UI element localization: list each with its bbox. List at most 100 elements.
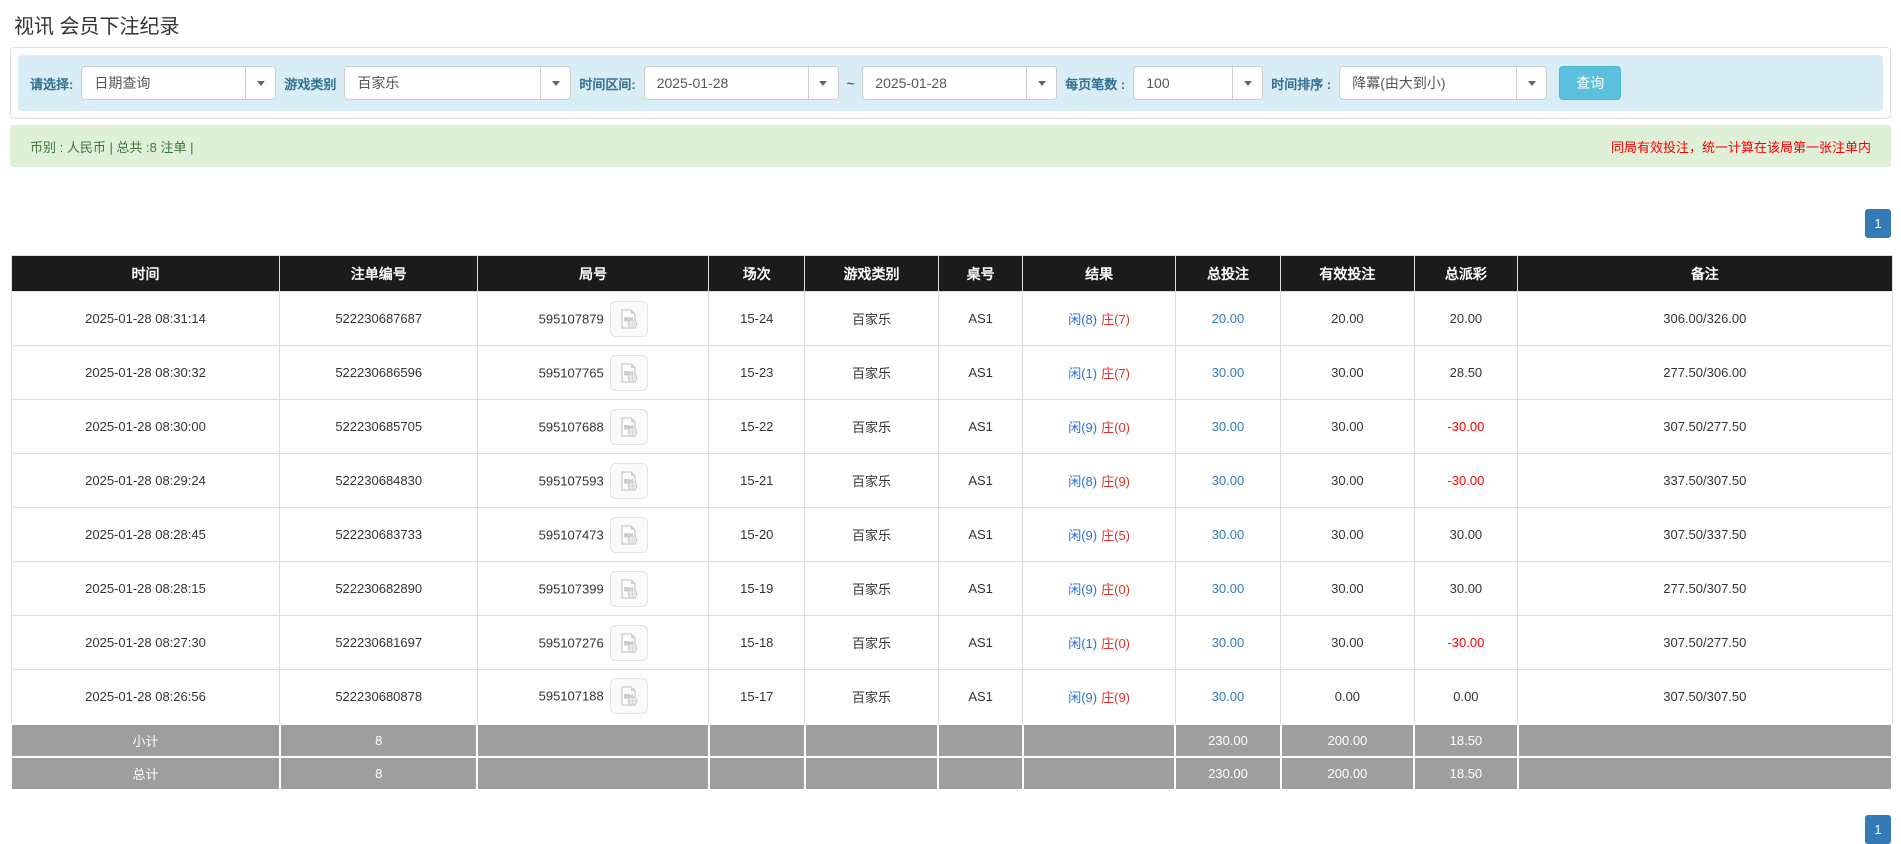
- total-bet-link[interactable]: 30.00: [1211, 635, 1245, 650]
- search-button[interactable]: 查询: [1559, 66, 1622, 100]
- video-playback-button[interactable]: [609, 408, 648, 445]
- cell-payout: 20.00: [1413, 291, 1519, 346]
- column-header-7: 总投注: [1174, 255, 1282, 292]
- video-record-icon: [621, 362, 637, 383]
- round-number: 595107188: [538, 688, 604, 704]
- total-empty-cell: [476, 755, 710, 791]
- cell-round-id: 595107188: [476, 669, 710, 724]
- cell-game-type: 百家乐: [804, 615, 939, 670]
- subtotal-empty-cell: [1021, 722, 1177, 758]
- round-number: 595107879: [538, 311, 604, 326]
- cell-total-bet: 20.00: [1174, 291, 1282, 346]
- video-record-icon: [621, 686, 637, 707]
- player-result: 闲(9): [1068, 689, 1098, 705]
- cell-round-id: 595107276: [476, 615, 710, 670]
- page-size-value: 100: [1146, 75, 1170, 91]
- cell-time: 2025-01-28 08:28:15: [10, 561, 281, 616]
- cell-result: 闲(1) 庄(7): [1022, 345, 1176, 400]
- cell-session: 15-19: [708, 561, 806, 616]
- cell-valid-bet: 30.00: [1280, 345, 1415, 400]
- cell-bet-id: 522230686596: [279, 345, 478, 400]
- video-record-icon: [621, 308, 637, 329]
- cell-result: 闲(9) 庄(9): [1022, 669, 1176, 724]
- video-playback-button[interactable]: [609, 354, 648, 391]
- page-title: 视讯 会员下注纪录: [14, 16, 180, 38]
- video-playback-button[interactable]: [609, 570, 648, 607]
- date-to-value: 2025-01-28: [875, 75, 947, 91]
- table-row: 2025-01-28 08:26:56 522230680878 5951071…: [10, 669, 1893, 724]
- chevron-down-icon[interactable]: [807, 67, 838, 99]
- chevron-down-icon[interactable]: [245, 67, 276, 99]
- grand-total-row: 总计 8 230.00 200.00 18.50: [10, 755, 1894, 791]
- currency-summary-text: 币别 : 人民币 | 总共 :8 注单 |: [30, 139, 194, 155]
- total-count: 8: [278, 755, 479, 791]
- cell-result: 闲(9) 庄(5): [1022, 507, 1176, 562]
- video-playback-button[interactable]: [609, 300, 648, 337]
- subtotal-empty-cell: [1516, 722, 1894, 758]
- date-to-select[interactable]: 2025-01-28: [862, 66, 1058, 100]
- total-total-bet: 230.00: [1174, 755, 1282, 791]
- cell-time: 2025-01-28 08:28:45: [10, 507, 281, 562]
- cell-payout: -30.00: [1413, 453, 1519, 508]
- cell-game-type: 百家乐: [804, 561, 939, 616]
- cell-time: 2025-01-28 08:31:14: [10, 291, 281, 346]
- total-bet-link[interactable]: 30.00: [1211, 688, 1245, 704]
- total-bet-link[interactable]: 30.00: [1211, 527, 1245, 542]
- cell-table-no: AS1: [937, 669, 1024, 724]
- cell-result: 闲(1) 庄(0): [1022, 615, 1176, 670]
- cell-game-type: 百家乐: [804, 669, 939, 724]
- chevron-down-icon[interactable]: [540, 67, 571, 99]
- chevron-down-icon[interactable]: [1026, 67, 1057, 99]
- page-1-button[interactable]: 1: [1865, 209, 1891, 238]
- banker-result: 庄(0): [1101, 636, 1130, 651]
- column-header-2: 局号: [476, 255, 710, 292]
- video-playback-button[interactable]: [609, 678, 648, 715]
- video-playback-button[interactable]: [609, 624, 648, 661]
- cell-valid-bet: 30.00: [1280, 507, 1415, 562]
- player-result: 闲(8): [1068, 312, 1098, 327]
- cell-remark: 307.50/277.50: [1517, 615, 1893, 670]
- cell-remark: 277.50/307.50: [1517, 561, 1893, 616]
- cell-game-type: 百家乐: [804, 291, 939, 346]
- video-playback-button[interactable]: [609, 516, 648, 553]
- query-type-label: 请选择:: [30, 76, 74, 92]
- column-header-5: 桌号: [937, 255, 1024, 292]
- cell-round-id: 595107765: [476, 345, 710, 400]
- total-bet-link[interactable]: 30.00: [1211, 473, 1245, 488]
- player-result: 闲(1): [1068, 366, 1098, 381]
- cell-bet-id: 522230682890: [279, 561, 478, 616]
- banker-result: 庄(7): [1101, 366, 1130, 381]
- total-bet-link[interactable]: 20.00: [1211, 311, 1245, 326]
- total-bet-link[interactable]: 30.00: [1211, 419, 1245, 434]
- cell-session: 15-23: [708, 345, 806, 400]
- total-empty-cell: [1516, 755, 1894, 791]
- chevron-down-icon[interactable]: [1516, 67, 1547, 99]
- cell-payout: -30.00: [1413, 615, 1519, 670]
- banker-result: 庄(9): [1101, 474, 1130, 489]
- table-row: 2025-01-28 08:28:15 522230682890 5951073…: [10, 561, 1893, 616]
- total-bet-link[interactable]: 30.00: [1211, 365, 1245, 380]
- cell-remark: 307.50/307.50: [1517, 669, 1893, 724]
- subtotal-empty-cell: [803, 722, 940, 758]
- range-separator: ~: [846, 75, 855, 91]
- chevron-down-icon[interactable]: [1232, 67, 1263, 99]
- date-from-select[interactable]: 2025-01-28: [643, 66, 839, 100]
- cell-remark: 307.50/337.50: [1517, 507, 1893, 562]
- round-number: 595107593: [538, 473, 604, 488]
- cell-valid-bet: 0.00: [1280, 669, 1415, 724]
- time-sort-select[interactable]: 降冪(由大到小): [1339, 66, 1548, 100]
- table-row: 2025-01-28 08:27:30 522230681697 5951072…: [10, 615, 1893, 670]
- query-type-select[interactable]: 日期查询: [81, 66, 277, 100]
- cell-game-type: 百家乐: [804, 507, 939, 562]
- game-type-value: 百家乐: [357, 75, 400, 91]
- cell-time: 2025-01-28 08:30:00: [10, 399, 281, 454]
- subtotal-row: 小计 8 230.00 200.00 18.50: [10, 722, 1894, 758]
- page-size-select[interactable]: 100: [1133, 66, 1264, 100]
- cell-round-id: 595107879: [476, 291, 710, 346]
- total-bet-link[interactable]: 30.00: [1211, 581, 1245, 596]
- page-1-button[interactable]: 1: [1865, 814, 1891, 844]
- cell-total-bet: 30.00: [1174, 453, 1282, 508]
- video-playback-button[interactable]: [609, 462, 648, 499]
- game-type-select[interactable]: 百家乐: [344, 66, 572, 100]
- column-header-4: 游戏类别: [804, 255, 939, 292]
